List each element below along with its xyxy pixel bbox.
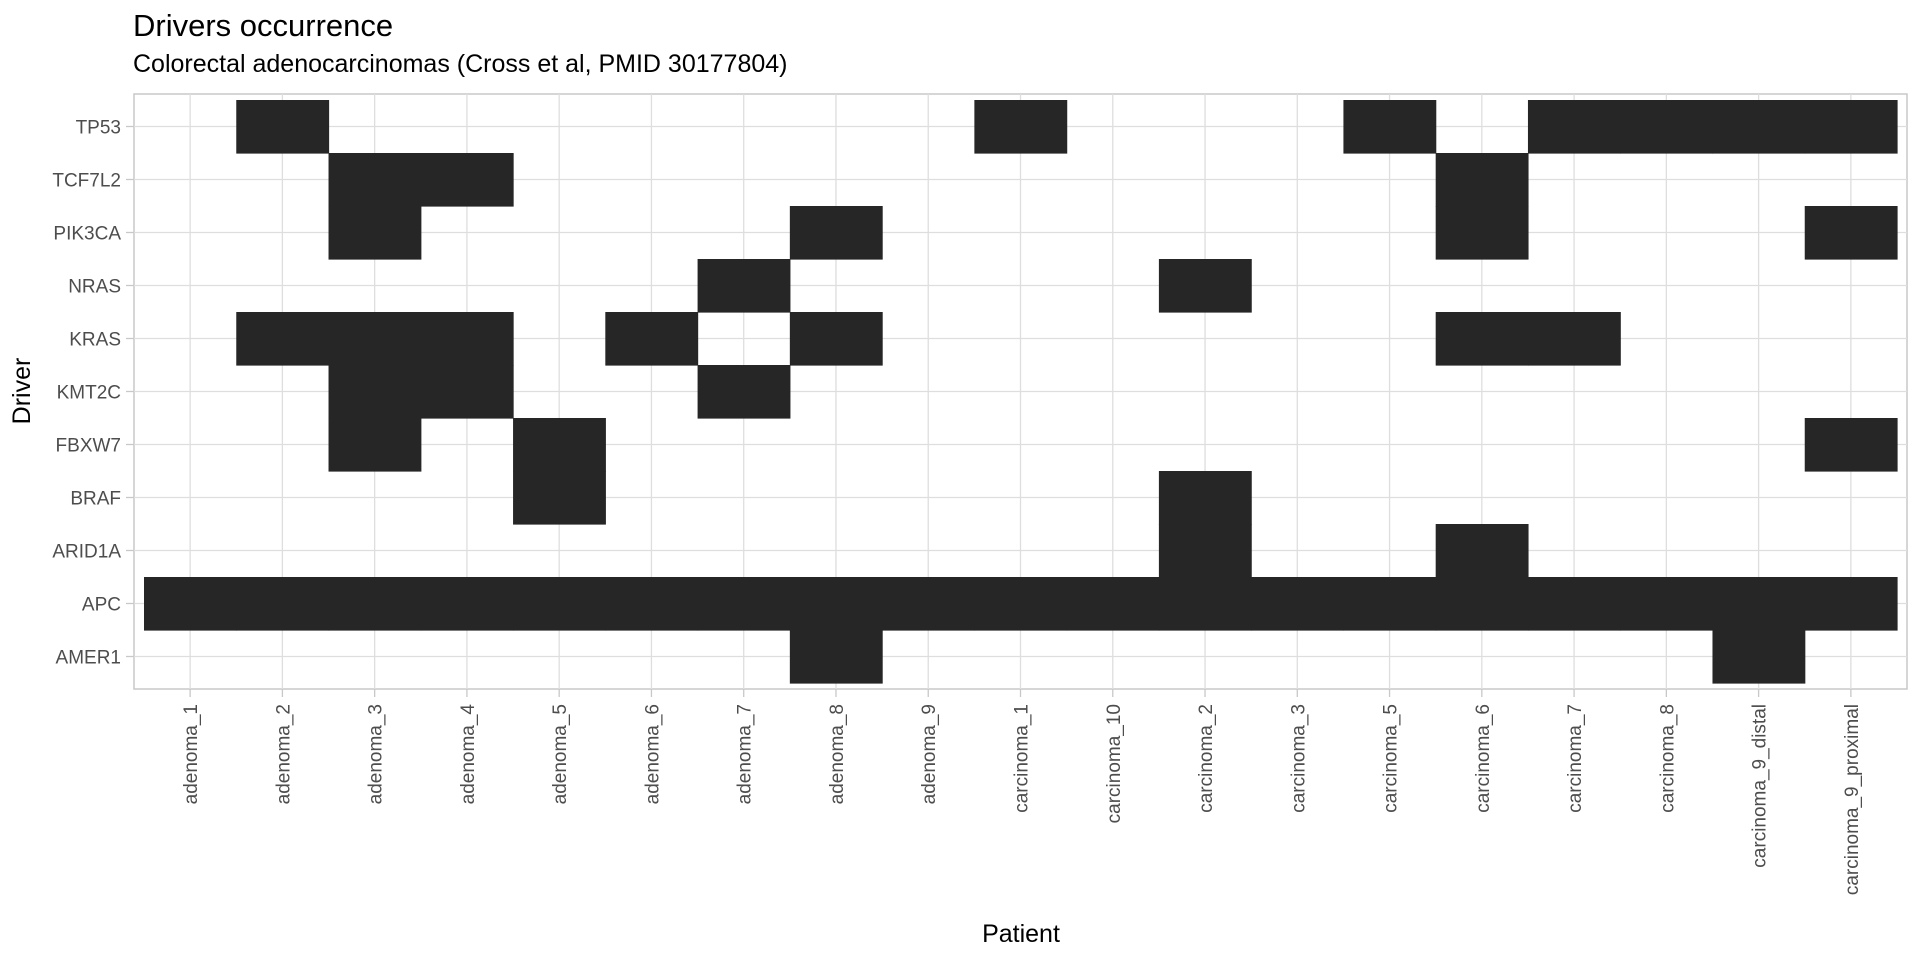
heatmap-cell-APC-carcinoma_6	[1435, 577, 1529, 631]
heatmap-cell-KRAS-adenoma_6	[605, 312, 699, 366]
y-axis-title: Driver	[8, 358, 36, 425]
heatmap-cell-ARID1A-carcinoma_6	[1435, 524, 1529, 578]
x-tick-label-carcinoma_6: carcinoma_6	[1473, 704, 1494, 813]
heatmap-cell-TP53-carcinoma_8	[1620, 100, 1714, 154]
y-tick-label-ARID1A: ARID1A	[52, 542, 121, 563]
heatmap-cell-TCF7L2-carcinoma_6	[1435, 153, 1529, 207]
heatmap-cell-APC-adenoma_3	[328, 577, 422, 631]
x-tick-label-adenoma_8: adenoma_8	[827, 704, 848, 804]
heatmap-cell-AMER1-carcinoma_9_distal	[1712, 630, 1806, 684]
heatmap-cell-APC-adenoma_7	[697, 577, 791, 631]
x-tick-label-adenoma_4: adenoma_4	[458, 704, 479, 805]
x-tick-label-adenoma_9: adenoma_9	[919, 704, 940, 804]
heatmap-cell-APC-adenoma_4	[420, 577, 514, 631]
y-tick-label-NRAS: NRAS	[68, 277, 121, 298]
heatmap-cell-KRAS-adenoma_2	[236, 312, 330, 366]
heatmap-cell-FBXW7-carcinoma_9_proximal	[1804, 418, 1898, 472]
y-tick-label-TCF7L2: TCF7L2	[52, 171, 121, 192]
heatmap-cell-KMT2C-adenoma_3	[328, 365, 422, 419]
heatmap-cell-KRAS-carcinoma_7	[1527, 312, 1621, 366]
heatmap-cell-KRAS-carcinoma_6	[1435, 312, 1529, 366]
heatmap-cell-TP53-adenoma_2	[236, 100, 330, 154]
heatmap-cell-APC-adenoma_1	[144, 577, 237, 631]
heatmap-cell-APC-adenoma_5	[513, 577, 606, 631]
heatmap-cell-APC-carcinoma_9_distal	[1712, 577, 1806, 631]
heatmap-cell-TP53-carcinoma_5	[1343, 100, 1437, 154]
x-tick-label-carcinoma_5: carcinoma_5	[1381, 704, 1402, 813]
x-tick-label-carcinoma_9_proximal: carcinoma_9_proximal	[1842, 704, 1863, 895]
heatmap-cell-APC-adenoma_9	[882, 577, 975, 631]
x-tick-label-adenoma_6: adenoma_6	[642, 704, 663, 804]
x-tick-label-adenoma_3: adenoma_3	[366, 704, 387, 804]
x-axis-ticks: adenoma_1 adenoma_2 adenoma_3 adenoma_4 aden…	[181, 689, 1863, 895]
heatmap-cell-TP53-carcinoma_9_proximal	[1804, 100, 1898, 154]
x-tick-label-adenoma_7: adenoma_7	[735, 704, 756, 804]
x-tick-label-adenoma_5: adenoma_5	[550, 704, 571, 804]
heatmap-cell-APC-carcinoma_8	[1620, 577, 1714, 631]
heatmap-cells	[144, 100, 1898, 684]
x-tick-label-adenoma_1: adenoma_1	[181, 704, 202, 804]
heatmap-cell-APC-carcinoma_2	[1158, 577, 1252, 631]
heatmap-cell-NRAS-carcinoma_2	[1158, 259, 1252, 313]
heatmap-cell-PIK3CA-adenoma_8	[789, 206, 883, 260]
heatmap-cell-TP53-carcinoma_9_distal	[1712, 100, 1806, 154]
x-tick-label-carcinoma_10: carcinoma_10	[1104, 704, 1125, 823]
x-tick-label-carcinoma_9_distal: carcinoma_9_distal	[1750, 704, 1771, 868]
x-tick-label-carcinoma_1: carcinoma_1	[1012, 704, 1033, 813]
heatmap-cell-BRAF-adenoma_5	[513, 471, 606, 525]
heatmap-cell-TP53-carcinoma_7	[1527, 100, 1621, 154]
heatmap-cell-TCF7L2-adenoma_3	[328, 153, 422, 207]
y-tick-label-APC: APC	[82, 595, 121, 616]
y-axis-ticks: TP53 TCF7L2 PIK3CA NRAS KRAS KMT2C FBXW7 BRAF AR…	[52, 118, 134, 669]
chart-title: Drivers occurrence	[133, 8, 394, 43]
y-tick-label-TP53: TP53	[76, 118, 121, 139]
x-tick-label-carcinoma_2: carcinoma_2	[1196, 704, 1217, 813]
heatmap-cell-FBXW7-adenoma_3	[328, 418, 422, 472]
heatmap-cell-APC-carcinoma_5	[1343, 577, 1437, 631]
heatmap-cell-APC-carcinoma_10	[1066, 577, 1160, 631]
heatmap-cell-KRAS-adenoma_4	[420, 312, 514, 366]
x-tick-label-carcinoma_3: carcinoma_3	[1288, 704, 1309, 813]
heatmap-cell-APC-carcinoma_9_proximal	[1804, 577, 1898, 631]
heatmap-cell-FBXW7-adenoma_5	[513, 418, 606, 472]
x-tick-label-carcinoma_7: carcinoma_7	[1565, 704, 1586, 813]
y-tick-label-KRAS: KRAS	[69, 330, 121, 351]
heatmap-cell-NRAS-adenoma_7	[697, 259, 791, 313]
heatmap-cell-BRAF-carcinoma_2	[1158, 471, 1252, 525]
x-tick-label-adenoma_2: adenoma_2	[273, 704, 294, 804]
x-axis-title: Patient	[982, 920, 1060, 948]
heatmap-cell-ARID1A-carcinoma_2	[1158, 524, 1252, 578]
x-tick-label-carcinoma_8: carcinoma_8	[1657, 704, 1678, 813]
heatmap-cell-APC-adenoma_2	[236, 577, 330, 631]
heatmap-cell-KMT2C-adenoma_7	[697, 365, 791, 419]
chart-subtitle: Colorectal adenocarcinomas (Cross et al,…	[133, 50, 788, 78]
heatmap-cell-APC-carcinoma_7	[1527, 577, 1621, 631]
heatmap-cell-APC-carcinoma_1	[974, 577, 1068, 631]
y-tick-label-FBXW7: FBXW7	[56, 436, 121, 457]
heatmap-cell-KRAS-adenoma_8	[789, 312, 883, 366]
heatmap-cell-AMER1-adenoma_8	[789, 630, 883, 684]
heatmap-cell-TP53-carcinoma_1	[974, 100, 1068, 154]
heatmap-cell-PIK3CA-carcinoma_9_proximal	[1804, 206, 1898, 260]
heatmap-cell-APC-carcinoma_3	[1251, 577, 1345, 631]
heatmap-cell-APC-adenoma_8	[789, 577, 883, 631]
heatmap-cell-KMT2C-adenoma_4	[420, 365, 514, 419]
y-tick-label-PIK3CA: PIK3CA	[53, 224, 121, 245]
heatmap-cell-PIK3CA-adenoma_3	[328, 206, 422, 260]
y-tick-label-KMT2C: KMT2C	[57, 383, 121, 404]
y-tick-label-BRAF: BRAF	[70, 489, 121, 510]
heatmap-cell-PIK3CA-carcinoma_6	[1435, 206, 1529, 260]
y-tick-label-AMER1: AMER1	[56, 648, 121, 669]
heatmap-cell-KRAS-adenoma_3	[328, 312, 422, 366]
heatmap-cell-TCF7L2-adenoma_4	[420, 153, 514, 207]
heatmap-cell-APC-adenoma_6	[605, 577, 699, 631]
